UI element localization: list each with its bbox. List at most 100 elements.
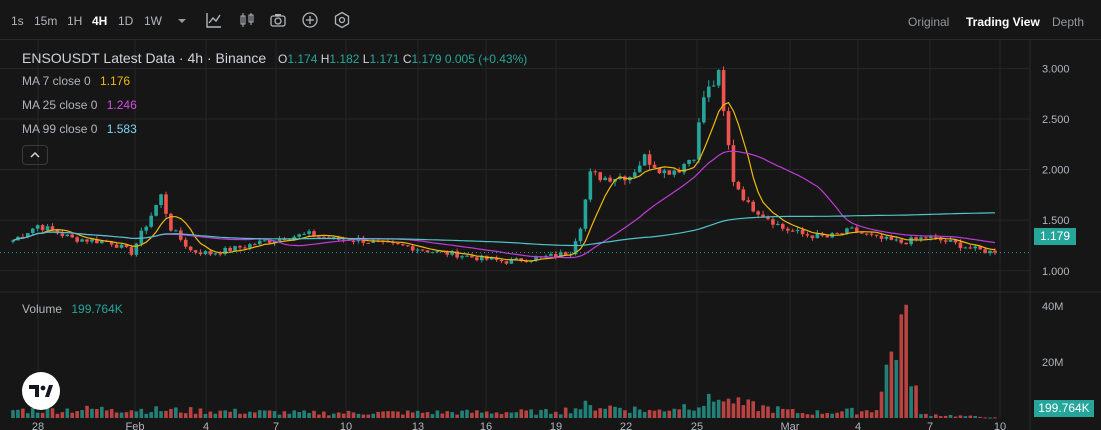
candle-body [183,239,188,247]
candle-body [924,237,928,239]
ma25-value: 1.246 [106,98,137,112]
volume-bar [766,406,770,418]
volume-bar [781,408,785,418]
volume-bar [149,412,153,418]
volume-bar [988,417,992,419]
view-original[interactable]: Original [908,15,950,29]
candle-body [938,237,943,241]
x-axis-tick-label: 4 [203,421,209,430]
collapse-legend-button[interactable] [22,145,48,165]
candle-body [465,255,469,257]
candle-body [583,199,588,229]
candle-body [35,225,40,229]
volume-bar [874,410,879,418]
candle-body [257,240,262,245]
candle-body [702,97,706,123]
timeframe-1h[interactable]: 1H [67,14,83,28]
candle-body [573,241,578,255]
timeframe-1w[interactable]: 1W [144,14,162,28]
volume-bar [682,404,686,418]
volume-bar [914,385,918,418]
volume-bar [35,412,40,418]
volume-bar [445,411,450,418]
candle-body [489,257,494,260]
volume-bar [341,413,346,418]
volume-bar [746,399,751,418]
candle-body [494,257,499,260]
x-axis-tick-label: 13 [412,421,424,430]
candle-body [114,244,119,248]
candle-body [554,254,558,258]
volume-bar [924,413,928,418]
candle-body [815,233,820,239]
volume-bar [371,413,376,418]
settings-icon[interactable] [333,11,351,29]
candle-body [252,244,257,246]
volume-bar [716,399,721,418]
timeframe-1d[interactable]: 1D [118,14,134,28]
volume-bar [282,411,287,418]
volume-bar [830,413,834,418]
candle-body [75,237,79,242]
volume-bar [272,411,277,418]
candle-body [198,252,203,255]
volume-bar [292,410,297,418]
indicators-icon[interactable] [205,11,223,29]
view-trading-view[interactable]: Trading View [966,15,1040,29]
volume-bar [642,411,647,418]
chevron-down-icon[interactable] [173,12,191,30]
volume-bar [213,413,218,418]
volume-bar [568,413,573,418]
volume-bar [879,391,884,418]
volume-bar [317,414,321,418]
volume-bar [267,410,272,418]
volume-bar [396,411,400,418]
volume-bar [637,409,642,418]
price-chart[interactable]: 1.000 1.500 2.000 2.500 3.000 20M 40M 28 Feb 4 7 10… [0,40,1101,430]
candle-body [608,177,612,182]
volume-bar [978,416,982,418]
volume-bar [139,408,144,418]
candle-body [174,230,178,232]
candle-body [386,241,390,243]
candle-body [785,228,790,231]
volume-bar [119,412,124,418]
volume-bar [188,407,193,418]
ma7-value: 1.176 [100,74,131,88]
last-price-tag: 1.179 [1034,228,1076,245]
volume-bar [16,409,20,418]
view-depth[interactable]: Depth [1052,15,1085,29]
candle-body [95,239,99,244]
timeframe-1s[interactable]: 1s [11,14,24,28]
candle-body [800,229,805,235]
candle-body [825,235,830,238]
x-axis-tick-label: 16 [480,421,492,430]
volume-bar [351,412,356,418]
candle-body [228,247,232,252]
volume-bar [815,410,820,418]
candles-icon[interactable] [238,11,256,29]
add-icon[interactable] [301,11,319,29]
timeframe-4h[interactable]: 4H [92,14,108,28]
volume-bar [598,408,603,418]
volume-bar [70,412,75,418]
candle-body [248,244,252,248]
volume-bar [652,410,657,418]
candle-body [60,233,65,237]
tradingview-logo[interactable] [22,372,60,410]
candle-body [756,211,760,215]
candle-body [864,233,869,235]
high-label: H [320,52,330,66]
candle-body [706,86,711,98]
volume-bar [26,413,30,418]
volume-bar [919,414,923,418]
volume-bar [544,408,548,418]
volume-bar [845,408,849,418]
candle-body [943,240,948,242]
timeframe-15m[interactable]: 15m [34,14,58,28]
low-value: 1.171 [369,52,400,66]
volume-bar [465,409,469,418]
volume-bar [593,410,598,418]
volume-bar [327,415,331,418]
camera-icon[interactable] [269,11,287,29]
